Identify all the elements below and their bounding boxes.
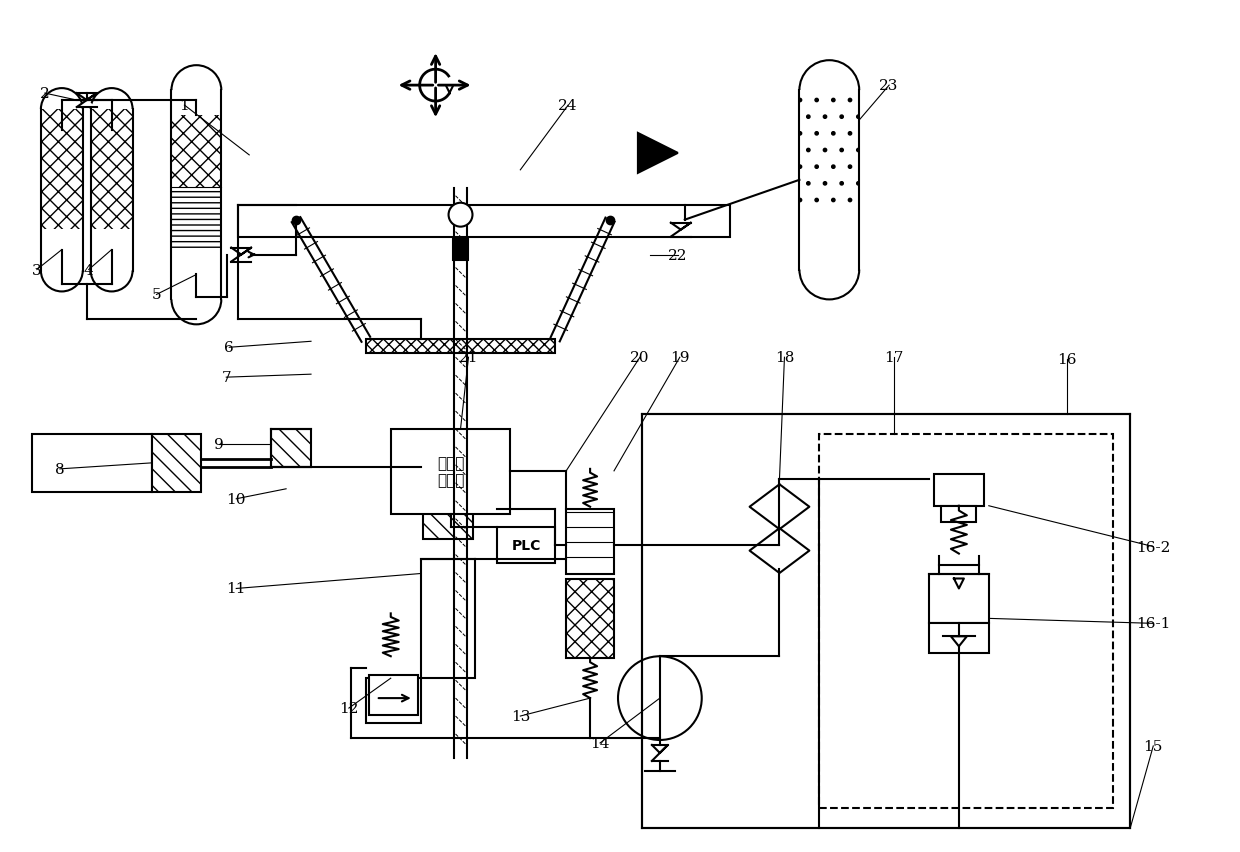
Text: 19: 19	[670, 351, 689, 365]
Bar	[366, 340, 556, 354]
Circle shape	[618, 657, 702, 740]
Bar	[272, 429, 311, 467]
Bar	[391, 429, 511, 514]
Text: 20: 20	[630, 351, 650, 365]
Text: 16-2: 16-2	[1136, 540, 1171, 554]
Text: 1: 1	[180, 99, 190, 113]
Bar	[423, 489, 474, 539]
Bar	[366, 678, 420, 723]
Text: 9: 9	[215, 437, 224, 452]
Bar	[238, 205, 729, 238]
Bar	[800, 91, 859, 210]
Text: 23: 23	[879, 79, 899, 93]
Bar	[567, 579, 614, 659]
Bar	[929, 574, 988, 624]
Text: 11: 11	[227, 582, 246, 596]
Bar	[497, 527, 556, 563]
Bar	[642, 415, 1131, 827]
Text: 6: 6	[224, 341, 234, 354]
Bar	[929, 624, 988, 653]
Bar	[32, 435, 151, 492]
Text: 12: 12	[339, 701, 358, 715]
Bar	[41, 110, 83, 229]
Bar	[934, 475, 983, 506]
Text: 18: 18	[775, 351, 794, 365]
Bar	[171, 187, 221, 250]
Text: 13: 13	[511, 709, 529, 723]
Polygon shape	[77, 94, 97, 101]
Bar	[453, 239, 469, 260]
Text: 17: 17	[884, 351, 904, 365]
Bar	[368, 676, 418, 715]
Text: 3: 3	[32, 263, 42, 277]
Bar	[171, 116, 221, 187]
Text: 2: 2	[40, 87, 50, 101]
Text: 14: 14	[590, 736, 610, 750]
Bar	[567, 509, 614, 574]
Bar	[820, 435, 1114, 808]
Bar	[91, 110, 133, 229]
Text: 4: 4	[84, 263, 93, 277]
Circle shape	[449, 204, 472, 227]
Bar	[941, 506, 976, 522]
Text: 16-1: 16-1	[1136, 617, 1171, 630]
Text: 8: 8	[55, 463, 64, 476]
Text: 10: 10	[227, 492, 246, 506]
Text: 15: 15	[1143, 739, 1163, 753]
Polygon shape	[77, 101, 97, 108]
Bar	[420, 559, 475, 678]
Text: 22: 22	[668, 248, 687, 262]
Text: 7: 7	[222, 371, 231, 385]
Text: PLC: PLC	[512, 538, 541, 552]
Polygon shape	[637, 134, 678, 174]
Polygon shape	[951, 636, 967, 647]
Text: 16: 16	[1056, 353, 1076, 367]
Text: 高性能
计算机: 高性能 计算机	[436, 456, 464, 488]
Bar	[151, 435, 201, 492]
Text: 5: 5	[151, 288, 161, 302]
Text: 24: 24	[558, 99, 578, 113]
Bar	[366, 340, 556, 354]
Text: 21: 21	[459, 351, 479, 365]
